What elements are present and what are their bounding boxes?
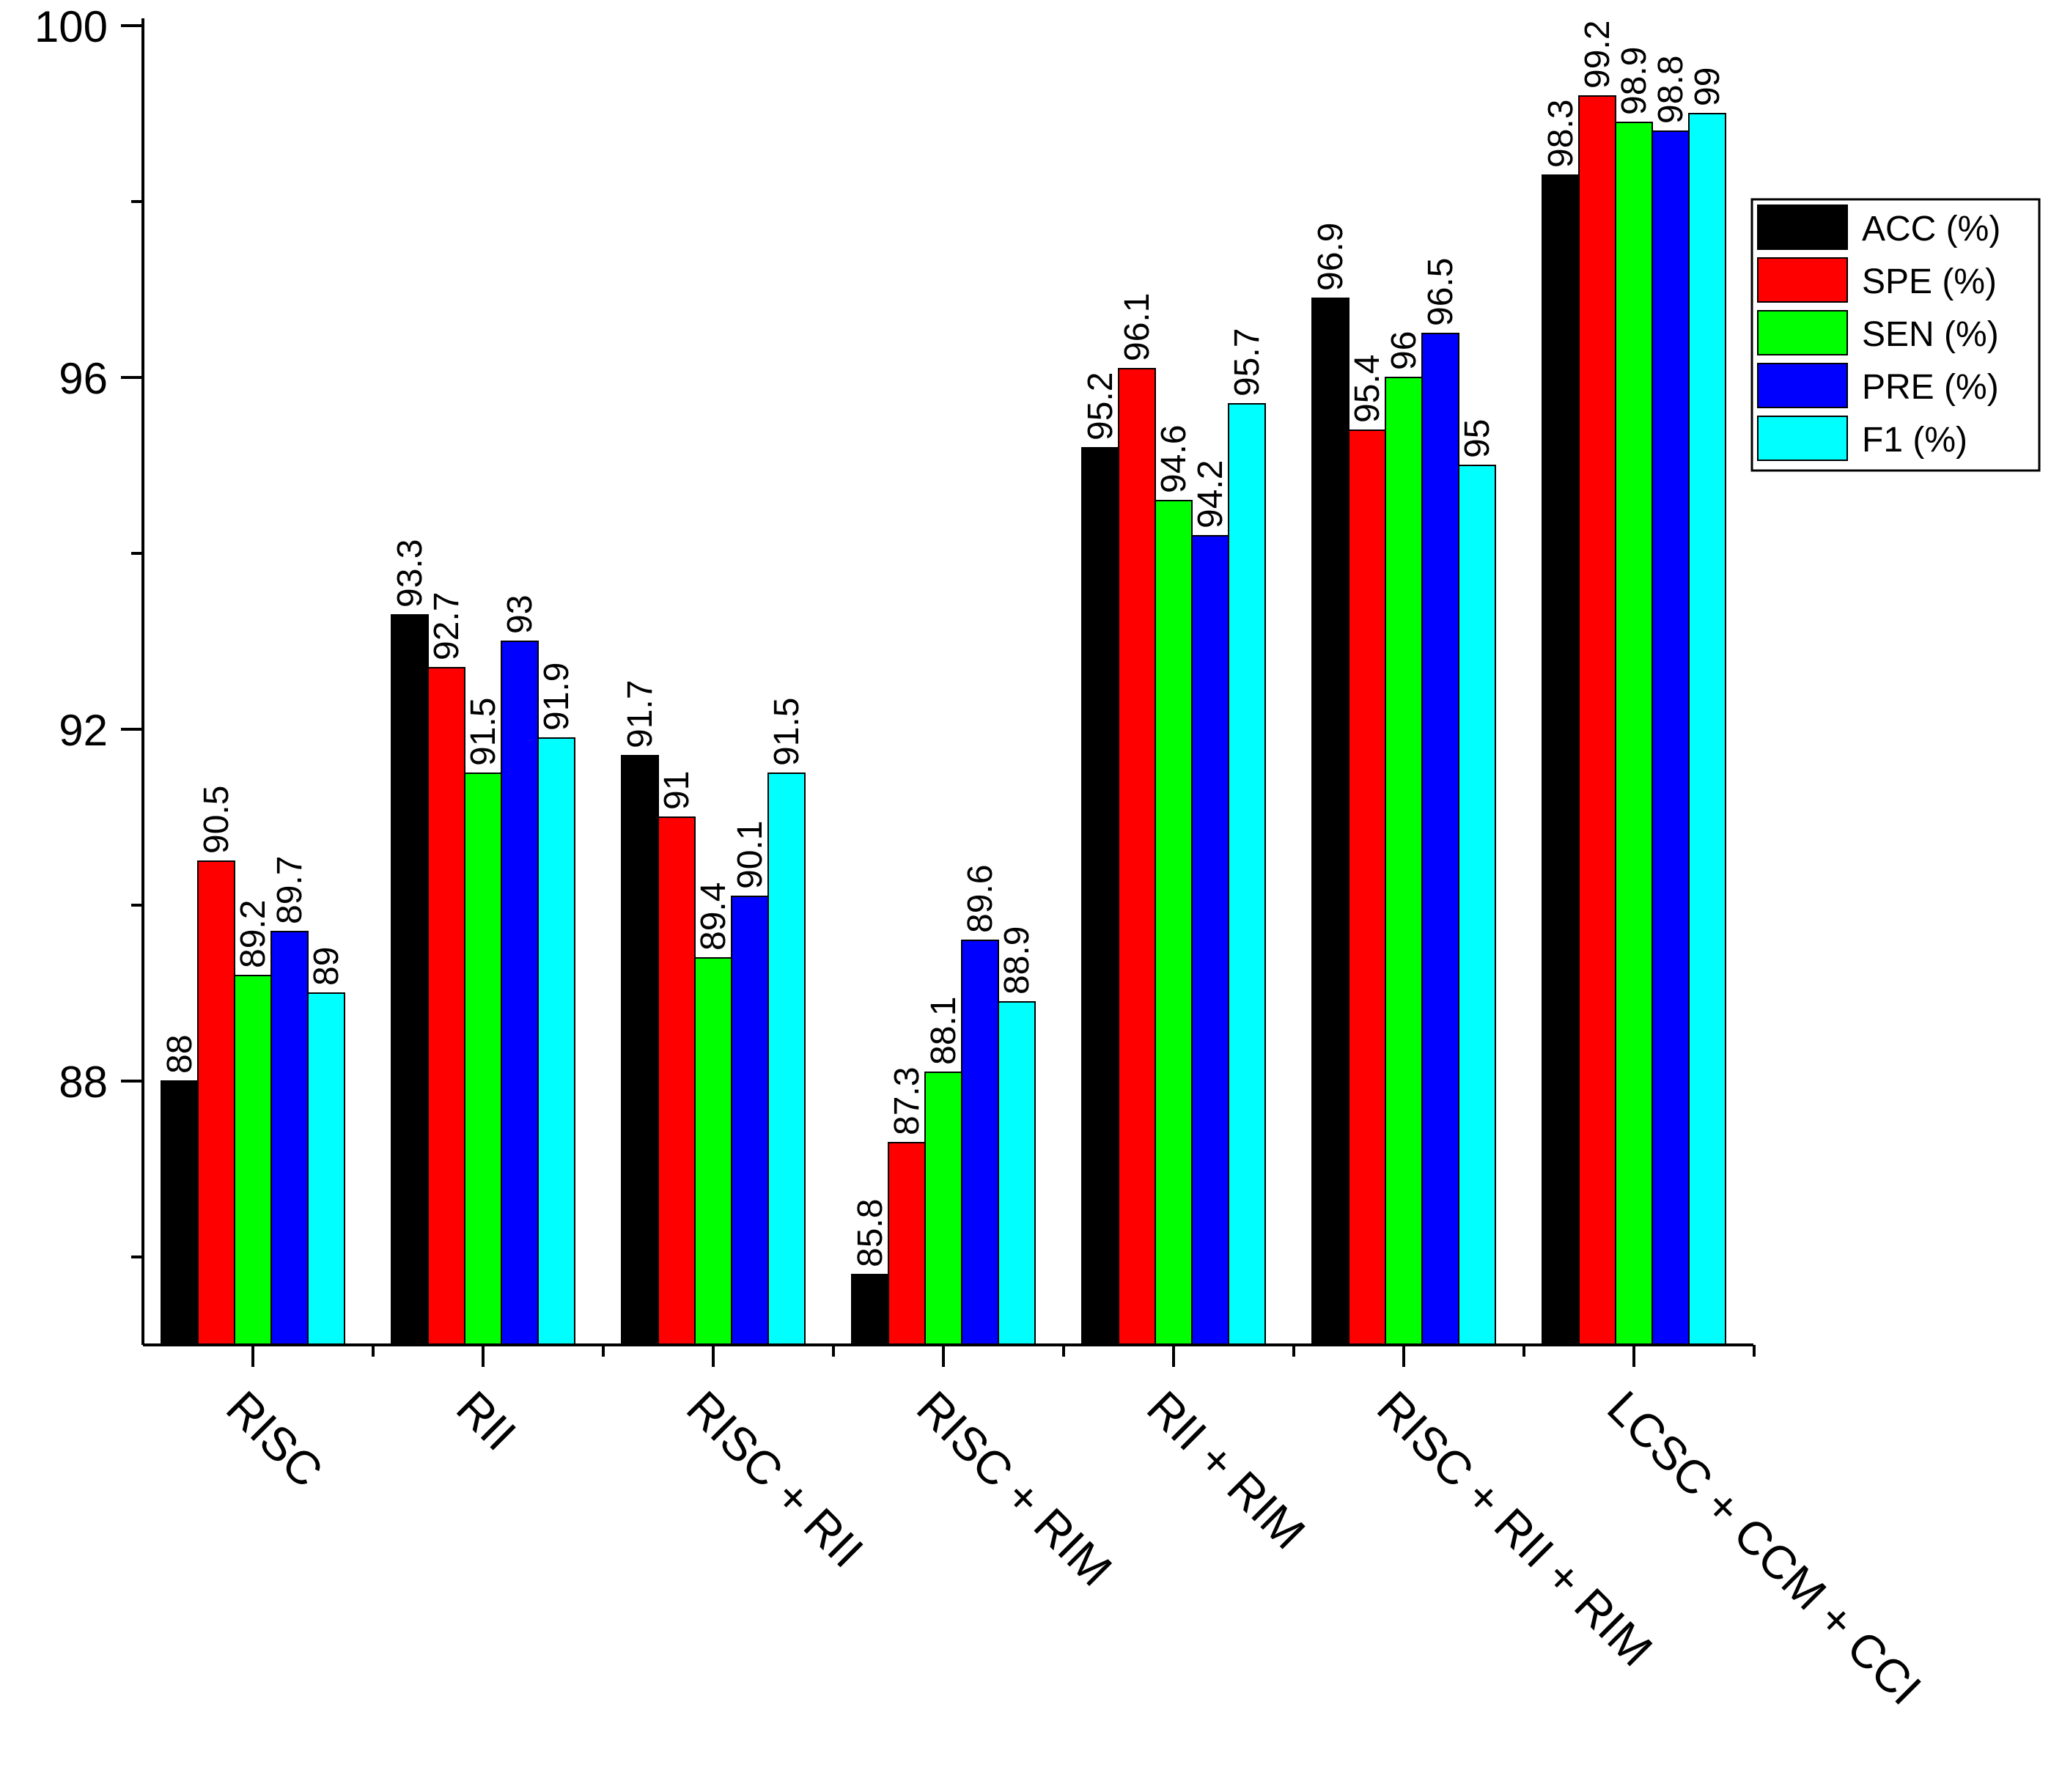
bar	[767, 773, 806, 1346]
bar	[1542, 174, 1580, 1346]
legend-label: ACC (%)	[1862, 210, 2000, 248]
legend-swatch	[1757, 257, 1848, 303]
bar	[658, 816, 696, 1346]
x-tick-label: RISC + RIM	[907, 1381, 1122, 1596]
bar	[1118, 368, 1156, 1346]
bar	[1081, 447, 1119, 1346]
data-label: 95.4	[1348, 355, 1387, 423]
x-tick-label: RII	[446, 1381, 526, 1461]
data-label: 89.6	[961, 865, 1000, 933]
data-label: 99	[1688, 67, 1727, 106]
data-label: 95	[1458, 419, 1497, 458]
legend-label: SEN (%)	[1862, 315, 1999, 354]
legend-swatch	[1757, 416, 1848, 461]
bar	[1311, 298, 1349, 1346]
legend: ACC (%) SPE (%) SEN (%) PRE (%) F1 (%)	[1750, 198, 2041, 472]
data-label: 94.2	[1191, 460, 1230, 528]
data-label: 89.7	[270, 856, 309, 924]
bar	[501, 641, 539, 1346]
bar	[234, 975, 272, 1346]
data-label: 96.5	[1421, 258, 1460, 326]
data-label: 91	[658, 771, 696, 810]
legend-swatch	[1757, 204, 1848, 250]
y-tick-label: 100	[34, 2, 108, 51]
bar	[1228, 403, 1266, 1346]
y-tick-label: 88	[59, 1058, 108, 1107]
bar	[924, 1072, 962, 1346]
bar	[1652, 130, 1690, 1346]
bar	[998, 1001, 1036, 1346]
bar	[1155, 500, 1193, 1346]
data-labels-layer: 88 90.5 89.289.7 89 93.392.7 91.5 93 91.9 91.7 91…	[161, 21, 1727, 1267]
data-label: 93.3	[391, 539, 430, 608]
data-label: 94.6	[1155, 425, 1193, 493]
data-label: 89.2	[234, 900, 273, 968]
bar	[197, 860, 235, 1346]
data-label: 98.8	[1652, 56, 1690, 124]
legend-swatch	[1757, 363, 1848, 408]
data-label: 90.1	[731, 821, 770, 889]
data-label: 96	[1385, 331, 1424, 370]
bar	[1421, 333, 1459, 1346]
bars-layer	[161, 95, 1726, 1346]
bar	[1385, 377, 1423, 1346]
bar	[731, 896, 769, 1346]
data-label: 92.7	[427, 592, 466, 660]
bar	[961, 940, 999, 1346]
bar	[270, 931, 309, 1346]
bar	[1191, 535, 1229, 1346]
data-label: 95.2	[1081, 372, 1120, 440]
y-tick-label: 92	[59, 706, 108, 755]
bar	[694, 957, 732, 1346]
bar	[1688, 113, 1726, 1346]
bar	[464, 773, 502, 1346]
bar	[1458, 465, 1496, 1346]
bar	[851, 1274, 889, 1346]
bar	[1578, 95, 1616, 1346]
bar	[888, 1142, 926, 1346]
legend-label: PRE (%)	[1862, 368, 1999, 407]
bar	[161, 1080, 199, 1346]
data-label: 99.2	[1578, 21, 1617, 89]
x-tick-label: RII + RIM	[1137, 1381, 1315, 1559]
data-label: 98.9	[1615, 47, 1654, 115]
x-tick-label: LCSC + CCM + CCI	[1597, 1381, 1932, 1715]
x-tick-label: RISC + RII	[677, 1381, 873, 1577]
bar	[391, 614, 429, 1346]
data-label: 95.7	[1228, 328, 1267, 397]
bar	[427, 667, 465, 1346]
data-label: 88.1	[924, 997, 963, 1065]
y-tick-label: 96	[59, 354, 108, 403]
data-label: 91.7	[621, 680, 660, 748]
bar	[307, 992, 345, 1346]
data-label: 93	[501, 595, 540, 634]
data-label: 91.9	[537, 663, 576, 731]
data-label: 96.9	[1311, 223, 1350, 291]
data-label: 98.3	[1542, 100, 1580, 168]
bar	[537, 737, 575, 1346]
data-label: 89.4	[694, 882, 733, 951]
x-tick-label: RISC	[216, 1381, 333, 1497]
data-label: 85.8	[851, 1199, 890, 1267]
legend-swatch	[1757, 310, 1848, 355]
bar	[621, 755, 659, 1346]
data-label: 91.5	[767, 698, 806, 766]
legend-label: SPE (%)	[1862, 262, 1997, 301]
data-label: 90.5	[197, 786, 236, 854]
bar	[1615, 122, 1653, 1346]
data-label: 88	[161, 1035, 199, 1074]
bar	[1348, 429, 1386, 1346]
data-label: 87.3	[888, 1067, 927, 1135]
legend-label: F1 (%)	[1862, 421, 1967, 460]
data-label: 89	[307, 947, 346, 986]
data-label: 88.9	[998, 926, 1036, 995]
data-label: 96.1	[1118, 293, 1157, 361]
data-label: 91.5	[464, 698, 503, 766]
